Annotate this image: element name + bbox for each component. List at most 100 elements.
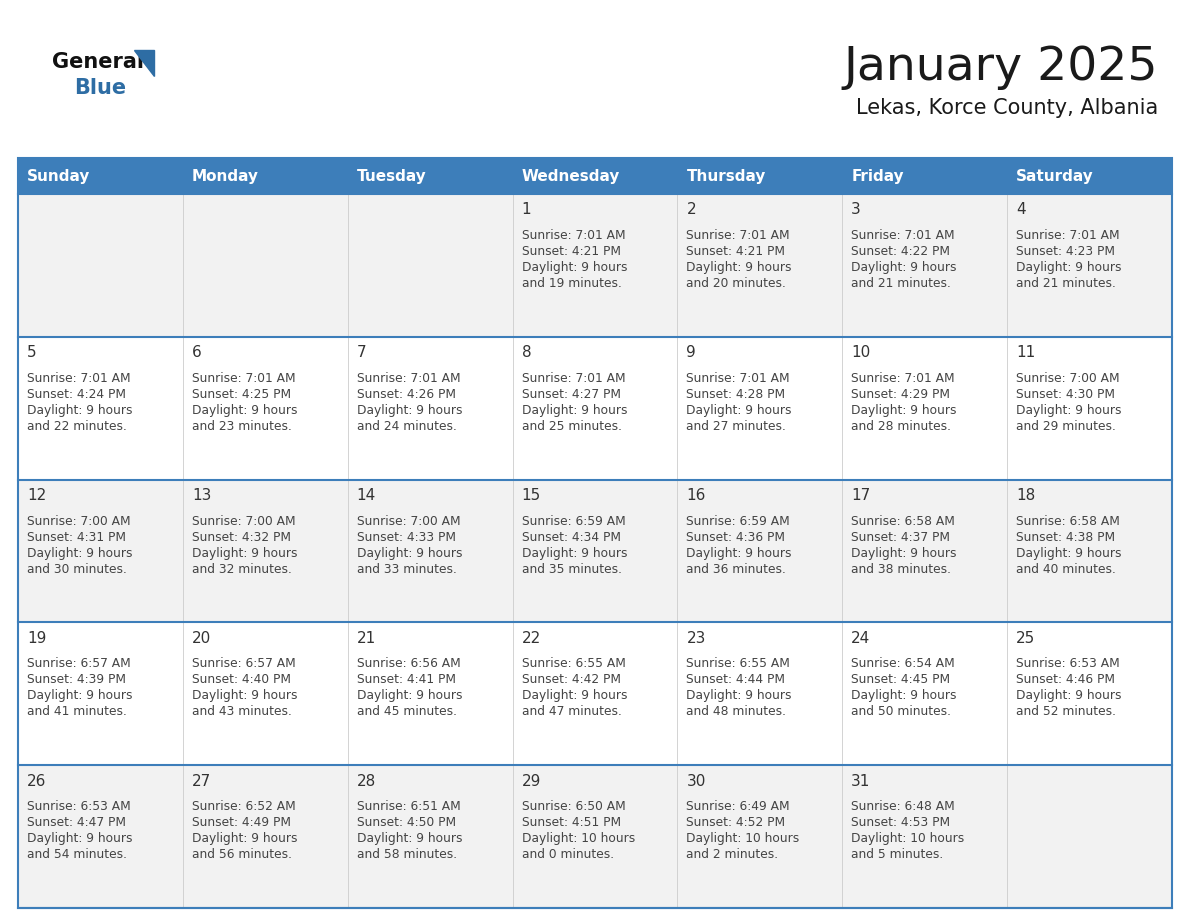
Text: Sunrise: 6:55 AM: Sunrise: 6:55 AM: [687, 657, 790, 670]
Text: 22: 22: [522, 631, 541, 646]
Bar: [677, 337, 842, 479]
Text: and 28 minutes.: and 28 minutes.: [852, 420, 952, 432]
Bar: [183, 158, 348, 194]
Text: 23: 23: [687, 631, 706, 646]
Text: Daylight: 9 hours: Daylight: 9 hours: [27, 546, 133, 560]
Text: Lekas, Korce County, Albania: Lekas, Korce County, Albania: [855, 98, 1158, 118]
Bar: [842, 194, 1007, 337]
Text: 26: 26: [27, 774, 46, 789]
Text: Sunrise: 7:01 AM: Sunrise: 7:01 AM: [687, 372, 790, 385]
Text: Daylight: 9 hours: Daylight: 9 hours: [356, 689, 462, 702]
Text: Sunset: 4:51 PM: Sunset: 4:51 PM: [522, 816, 620, 829]
Text: 29: 29: [522, 774, 541, 789]
Text: and 45 minutes.: and 45 minutes.: [356, 705, 456, 719]
Text: Sunset: 4:21 PM: Sunset: 4:21 PM: [687, 245, 785, 258]
Text: Sunrise: 7:01 AM: Sunrise: 7:01 AM: [356, 372, 460, 385]
Text: Sunset: 4:53 PM: Sunset: 4:53 PM: [852, 816, 950, 829]
Bar: [18, 194, 183, 337]
Text: 7: 7: [356, 345, 366, 360]
Text: 18: 18: [1016, 488, 1036, 503]
Text: and 54 minutes.: and 54 minutes.: [27, 848, 127, 861]
Bar: [18, 622, 183, 766]
Text: January 2025: January 2025: [843, 46, 1158, 91]
Text: Sunset: 4:28 PM: Sunset: 4:28 PM: [687, 387, 785, 401]
Text: Sunset: 4:52 PM: Sunset: 4:52 PM: [687, 816, 785, 829]
Text: Sunset: 4:27 PM: Sunset: 4:27 PM: [522, 387, 620, 401]
Text: 6: 6: [191, 345, 202, 360]
Text: and 5 minutes.: and 5 minutes.: [852, 848, 943, 861]
Bar: [842, 766, 1007, 908]
Text: 16: 16: [687, 488, 706, 503]
Text: Daylight: 9 hours: Daylight: 9 hours: [852, 689, 956, 702]
Bar: [183, 622, 348, 766]
Text: Sunrise: 6:48 AM: Sunrise: 6:48 AM: [852, 800, 955, 813]
Text: Sunset: 4:36 PM: Sunset: 4:36 PM: [687, 531, 785, 543]
Text: Saturday: Saturday: [1016, 169, 1094, 184]
Text: Wednesday: Wednesday: [522, 169, 620, 184]
Text: and 23 minutes.: and 23 minutes.: [191, 420, 292, 432]
Bar: [1007, 158, 1173, 194]
Text: 30: 30: [687, 774, 706, 789]
Text: 31: 31: [852, 774, 871, 789]
Bar: [512, 337, 677, 479]
Text: and 0 minutes.: and 0 minutes.: [522, 848, 614, 861]
Polygon shape: [134, 50, 154, 76]
Text: Sunday: Sunday: [27, 169, 90, 184]
Text: Sunset: 4:32 PM: Sunset: 4:32 PM: [191, 531, 291, 543]
Bar: [1007, 479, 1173, 622]
Bar: [677, 622, 842, 766]
Text: Daylight: 9 hours: Daylight: 9 hours: [522, 689, 627, 702]
Text: Daylight: 9 hours: Daylight: 9 hours: [522, 261, 627, 274]
Text: 11: 11: [1016, 345, 1036, 360]
Text: Daylight: 9 hours: Daylight: 9 hours: [852, 404, 956, 417]
Bar: [1007, 194, 1173, 337]
Bar: [348, 158, 512, 194]
Text: Sunrise: 7:01 AM: Sunrise: 7:01 AM: [27, 372, 131, 385]
Text: Sunrise: 6:56 AM: Sunrise: 6:56 AM: [356, 657, 461, 670]
Text: Sunrise: 7:01 AM: Sunrise: 7:01 AM: [852, 372, 955, 385]
Text: Daylight: 9 hours: Daylight: 9 hours: [1016, 404, 1121, 417]
Text: Sunrise: 6:55 AM: Sunrise: 6:55 AM: [522, 657, 625, 670]
Text: Sunset: 4:50 PM: Sunset: 4:50 PM: [356, 816, 456, 829]
Text: Sunset: 4:25 PM: Sunset: 4:25 PM: [191, 387, 291, 401]
Text: Sunrise: 6:49 AM: Sunrise: 6:49 AM: [687, 800, 790, 813]
Text: Daylight: 9 hours: Daylight: 9 hours: [27, 404, 133, 417]
Text: Sunset: 4:44 PM: Sunset: 4:44 PM: [687, 674, 785, 687]
Bar: [842, 479, 1007, 622]
Text: General: General: [52, 52, 144, 72]
Text: Sunset: 4:39 PM: Sunset: 4:39 PM: [27, 674, 126, 687]
Bar: [348, 194, 512, 337]
Text: Sunset: 4:42 PM: Sunset: 4:42 PM: [522, 674, 620, 687]
Bar: [348, 337, 512, 479]
Text: and 48 minutes.: and 48 minutes.: [687, 705, 786, 719]
Text: Daylight: 9 hours: Daylight: 9 hours: [27, 689, 133, 702]
Text: 19: 19: [27, 631, 46, 646]
Text: Sunset: 4:26 PM: Sunset: 4:26 PM: [356, 387, 456, 401]
Text: Daylight: 9 hours: Daylight: 9 hours: [356, 404, 462, 417]
Text: and 21 minutes.: and 21 minutes.: [852, 277, 952, 290]
Text: Daylight: 9 hours: Daylight: 9 hours: [356, 546, 462, 560]
Text: and 56 minutes.: and 56 minutes.: [191, 848, 292, 861]
Text: Sunset: 4:33 PM: Sunset: 4:33 PM: [356, 531, 456, 543]
Text: Daylight: 9 hours: Daylight: 9 hours: [687, 404, 792, 417]
Bar: [348, 479, 512, 622]
Bar: [512, 622, 677, 766]
Text: 1: 1: [522, 203, 531, 218]
Text: and 47 minutes.: and 47 minutes.: [522, 705, 621, 719]
Bar: [18, 158, 183, 194]
Text: Sunset: 4:38 PM: Sunset: 4:38 PM: [1016, 531, 1116, 543]
Bar: [842, 337, 1007, 479]
Text: Blue: Blue: [74, 78, 126, 98]
Text: and 41 minutes.: and 41 minutes.: [27, 705, 127, 719]
Text: and 29 minutes.: and 29 minutes.: [1016, 420, 1116, 432]
Text: and 22 minutes.: and 22 minutes.: [27, 420, 127, 432]
Text: Sunset: 4:47 PM: Sunset: 4:47 PM: [27, 816, 126, 829]
Bar: [183, 194, 348, 337]
Text: Daylight: 10 hours: Daylight: 10 hours: [687, 833, 800, 845]
Text: Sunset: 4:23 PM: Sunset: 4:23 PM: [1016, 245, 1116, 258]
Text: Sunset: 4:41 PM: Sunset: 4:41 PM: [356, 674, 456, 687]
Text: and 24 minutes.: and 24 minutes.: [356, 420, 456, 432]
Bar: [512, 766, 677, 908]
Text: Sunset: 4:40 PM: Sunset: 4:40 PM: [191, 674, 291, 687]
Text: 4: 4: [1016, 203, 1025, 218]
